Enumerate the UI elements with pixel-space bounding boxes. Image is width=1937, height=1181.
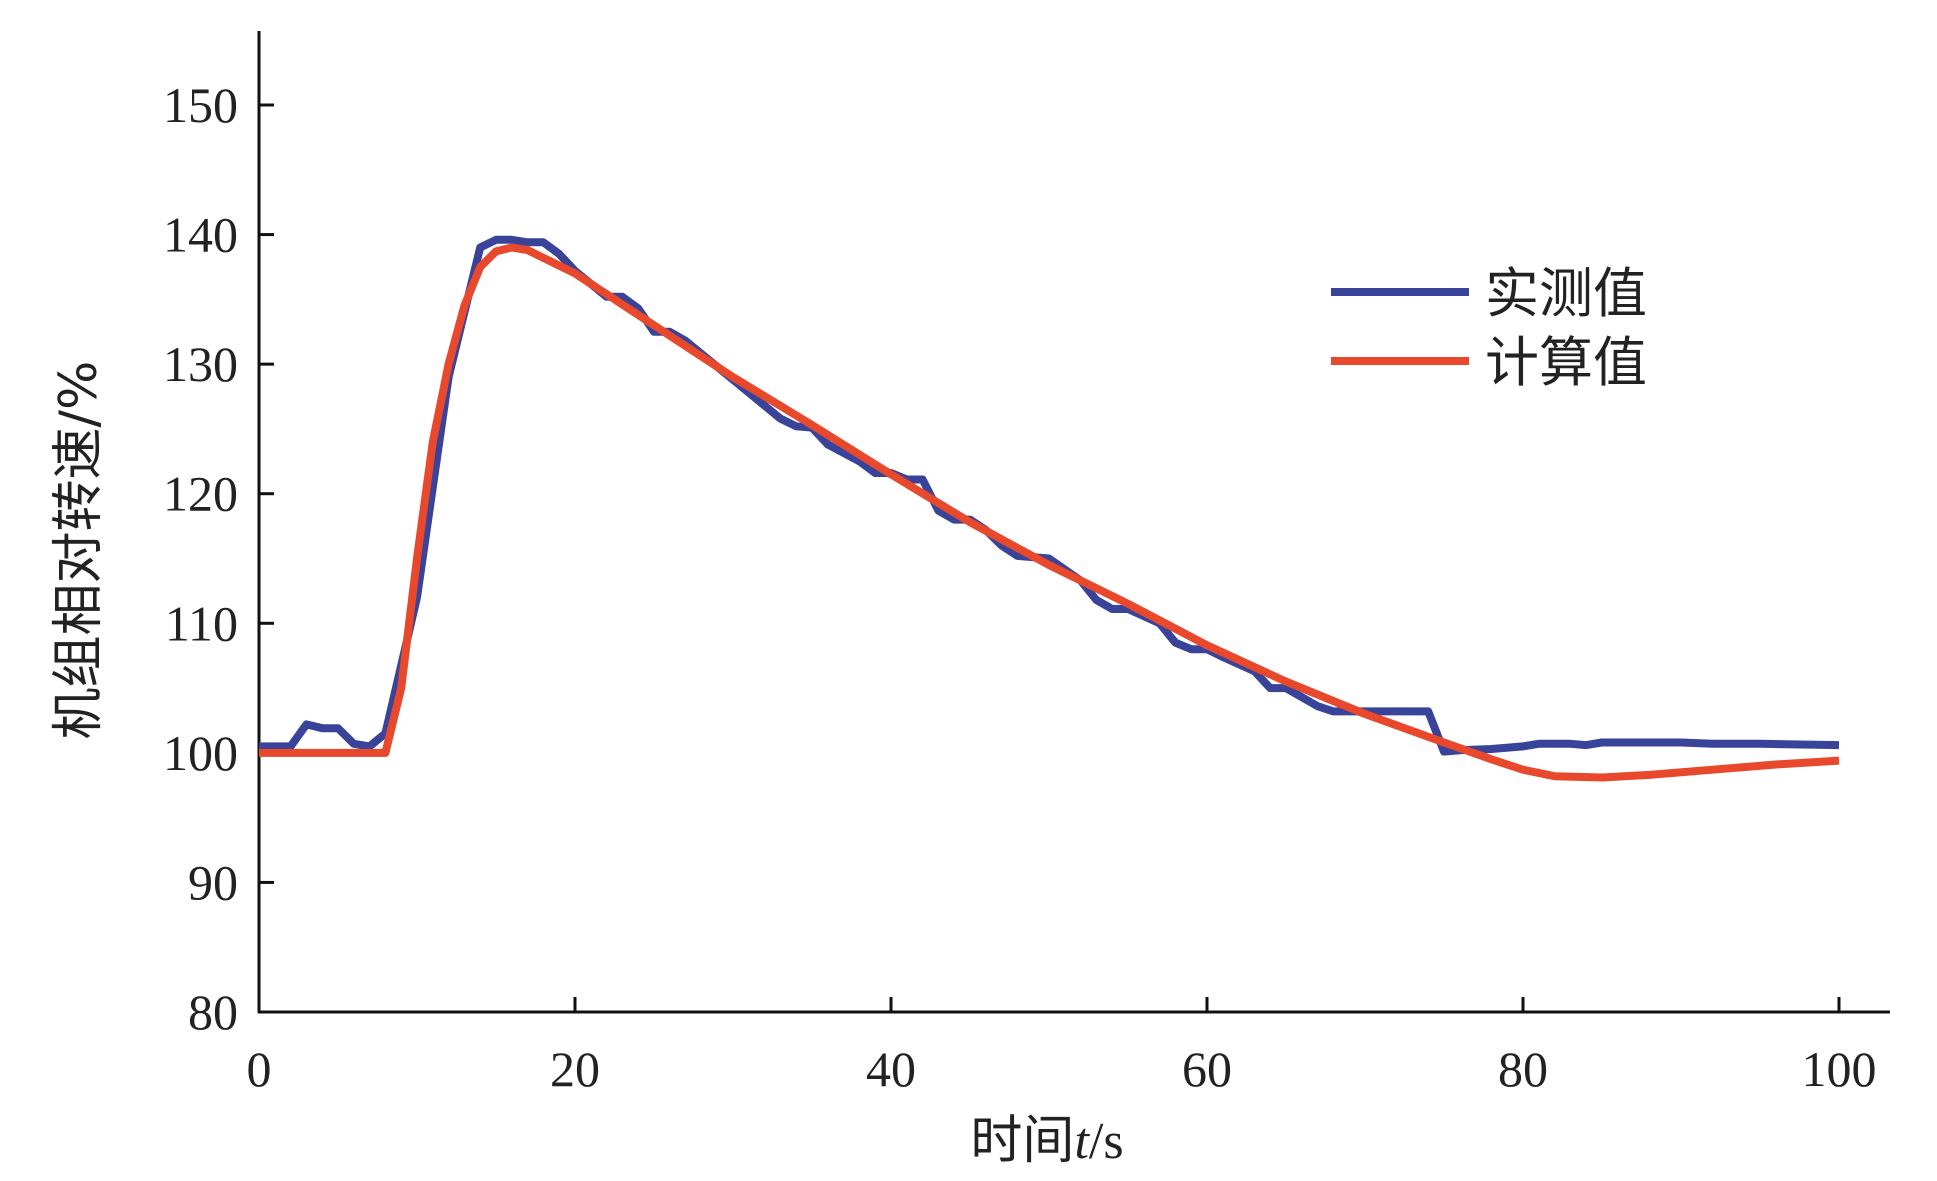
legend: 实测值 计算值 bbox=[1331, 262, 1647, 394]
x-axis-label-prefix: 时间 bbox=[970, 1111, 1074, 1171]
series-line-calculated bbox=[259, 243, 1840, 782]
x-tick-label: 100 bbox=[1802, 1041, 1877, 1097]
x-axis-label-var: t bbox=[1074, 1113, 1090, 1170]
y-tick-label: 140 bbox=[163, 207, 238, 263]
x-axis-label: 时间t/s bbox=[970, 1111, 1123, 1171]
y-tick-label: 150 bbox=[163, 77, 238, 133]
legend-label-measured: 实测值 bbox=[1485, 262, 1647, 325]
y-tick-label: 110 bbox=[165, 595, 238, 651]
y-tick-label: 80 bbox=[188, 984, 238, 1040]
x-tick-label: 60 bbox=[1182, 1041, 1232, 1097]
y-tick-label: 100 bbox=[163, 725, 238, 781]
y-axis-label: 机组相对转速/% bbox=[49, 361, 109, 740]
legend-label-calculated: 计算值 bbox=[1485, 331, 1647, 394]
y-tick-label: 130 bbox=[163, 336, 238, 392]
x-tick-label: 40 bbox=[866, 1041, 916, 1097]
x-tick-label: 0 bbox=[247, 1041, 272, 1097]
y-tick-label: 120 bbox=[163, 466, 238, 522]
y-tick-label: 90 bbox=[188, 854, 238, 910]
x-axis-label-unit: /s bbox=[1089, 1113, 1124, 1170]
x-tick-label: 80 bbox=[1498, 1041, 1548, 1097]
x-tick-label: 20 bbox=[550, 1041, 600, 1097]
